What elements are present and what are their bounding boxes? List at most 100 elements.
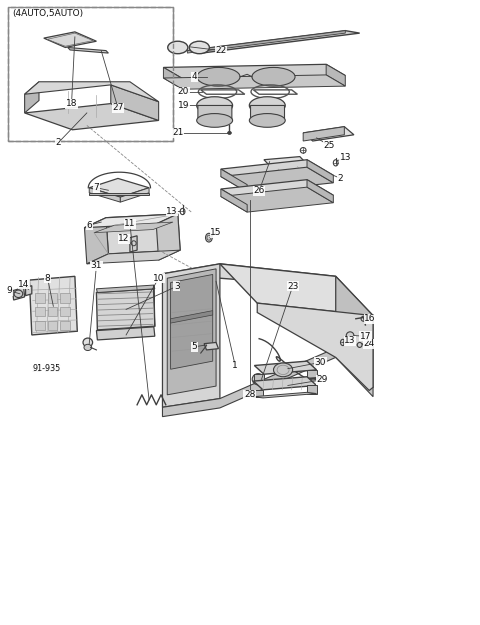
Polygon shape [170,274,213,369]
Polygon shape [162,348,373,417]
Polygon shape [326,64,345,86]
Polygon shape [221,169,247,192]
Polygon shape [12,288,24,300]
Text: 16: 16 [364,314,376,323]
Ellipse shape [83,338,93,347]
Text: 11: 11 [124,219,136,229]
Text: 30: 30 [315,358,326,367]
Polygon shape [89,192,149,195]
Polygon shape [251,106,285,126]
Ellipse shape [249,97,285,114]
Ellipse shape [197,68,240,86]
Polygon shape [163,68,182,89]
Ellipse shape [228,131,231,134]
Polygon shape [170,311,213,323]
Polygon shape [253,377,317,390]
Polygon shape [87,250,180,264]
Polygon shape [44,32,96,48]
Text: 23: 23 [287,282,299,291]
Ellipse shape [189,41,209,54]
Polygon shape [254,361,317,374]
Ellipse shape [252,68,295,86]
Text: 13: 13 [344,336,356,345]
Polygon shape [24,104,158,130]
Text: 18: 18 [66,99,77,108]
FancyBboxPatch shape [60,293,70,302]
Text: 10: 10 [153,274,164,282]
Polygon shape [96,327,155,340]
Text: 1: 1 [232,361,238,370]
Polygon shape [254,374,264,382]
Polygon shape [257,303,373,391]
Ellipse shape [168,41,188,54]
Polygon shape [130,236,137,252]
Polygon shape [253,390,263,397]
Text: 19: 19 [178,101,189,110]
Polygon shape [264,157,307,168]
Polygon shape [89,188,120,202]
Text: 12: 12 [118,234,130,243]
Text: 91-935: 91-935 [32,364,60,373]
Polygon shape [156,214,180,260]
Polygon shape [96,285,155,292]
Text: 27: 27 [112,104,124,112]
Text: 3: 3 [174,282,180,291]
Polygon shape [84,214,178,228]
Polygon shape [254,378,317,382]
FancyBboxPatch shape [60,307,70,316]
Bar [8,7,173,141]
Polygon shape [220,264,373,316]
Polygon shape [336,276,373,388]
Polygon shape [167,269,216,395]
Text: 2: 2 [338,174,343,183]
Ellipse shape [346,332,354,339]
Polygon shape [253,392,317,398]
Polygon shape [111,85,158,121]
Polygon shape [84,217,108,264]
Ellipse shape [84,344,92,351]
Polygon shape [162,264,220,408]
Polygon shape [106,214,180,254]
Text: 15: 15 [210,228,222,237]
Text: 13: 13 [339,153,351,162]
Text: 8: 8 [45,274,50,282]
Polygon shape [307,386,317,394]
FancyBboxPatch shape [35,321,45,330]
Polygon shape [29,276,77,335]
Ellipse shape [274,363,293,377]
Ellipse shape [197,97,233,114]
Ellipse shape [252,374,264,385]
Polygon shape [162,264,336,286]
Polygon shape [68,48,108,53]
Text: 4: 4 [192,72,197,81]
Ellipse shape [205,233,212,242]
Ellipse shape [197,114,233,128]
Text: 20: 20 [178,88,189,96]
Polygon shape [307,160,333,182]
Polygon shape [25,286,32,296]
Polygon shape [307,370,317,378]
FancyBboxPatch shape [60,321,70,330]
Text: 17: 17 [360,332,371,341]
Polygon shape [221,189,247,212]
Ellipse shape [14,290,23,298]
Polygon shape [303,127,344,141]
FancyBboxPatch shape [35,307,45,316]
FancyBboxPatch shape [48,293,57,302]
FancyBboxPatch shape [35,293,45,302]
Text: 5: 5 [192,342,197,351]
Polygon shape [24,82,39,113]
Polygon shape [187,31,345,53]
Text: 14: 14 [18,280,29,289]
Text: 13: 13 [166,207,178,216]
FancyBboxPatch shape [48,321,57,330]
Polygon shape [221,168,333,192]
Text: 6: 6 [86,221,92,230]
Polygon shape [89,178,149,197]
Polygon shape [187,31,360,53]
Polygon shape [307,179,333,203]
Ellipse shape [249,114,285,128]
Ellipse shape [357,342,362,348]
Polygon shape [120,188,149,202]
Text: 91-935: 91-935 [31,366,61,374]
